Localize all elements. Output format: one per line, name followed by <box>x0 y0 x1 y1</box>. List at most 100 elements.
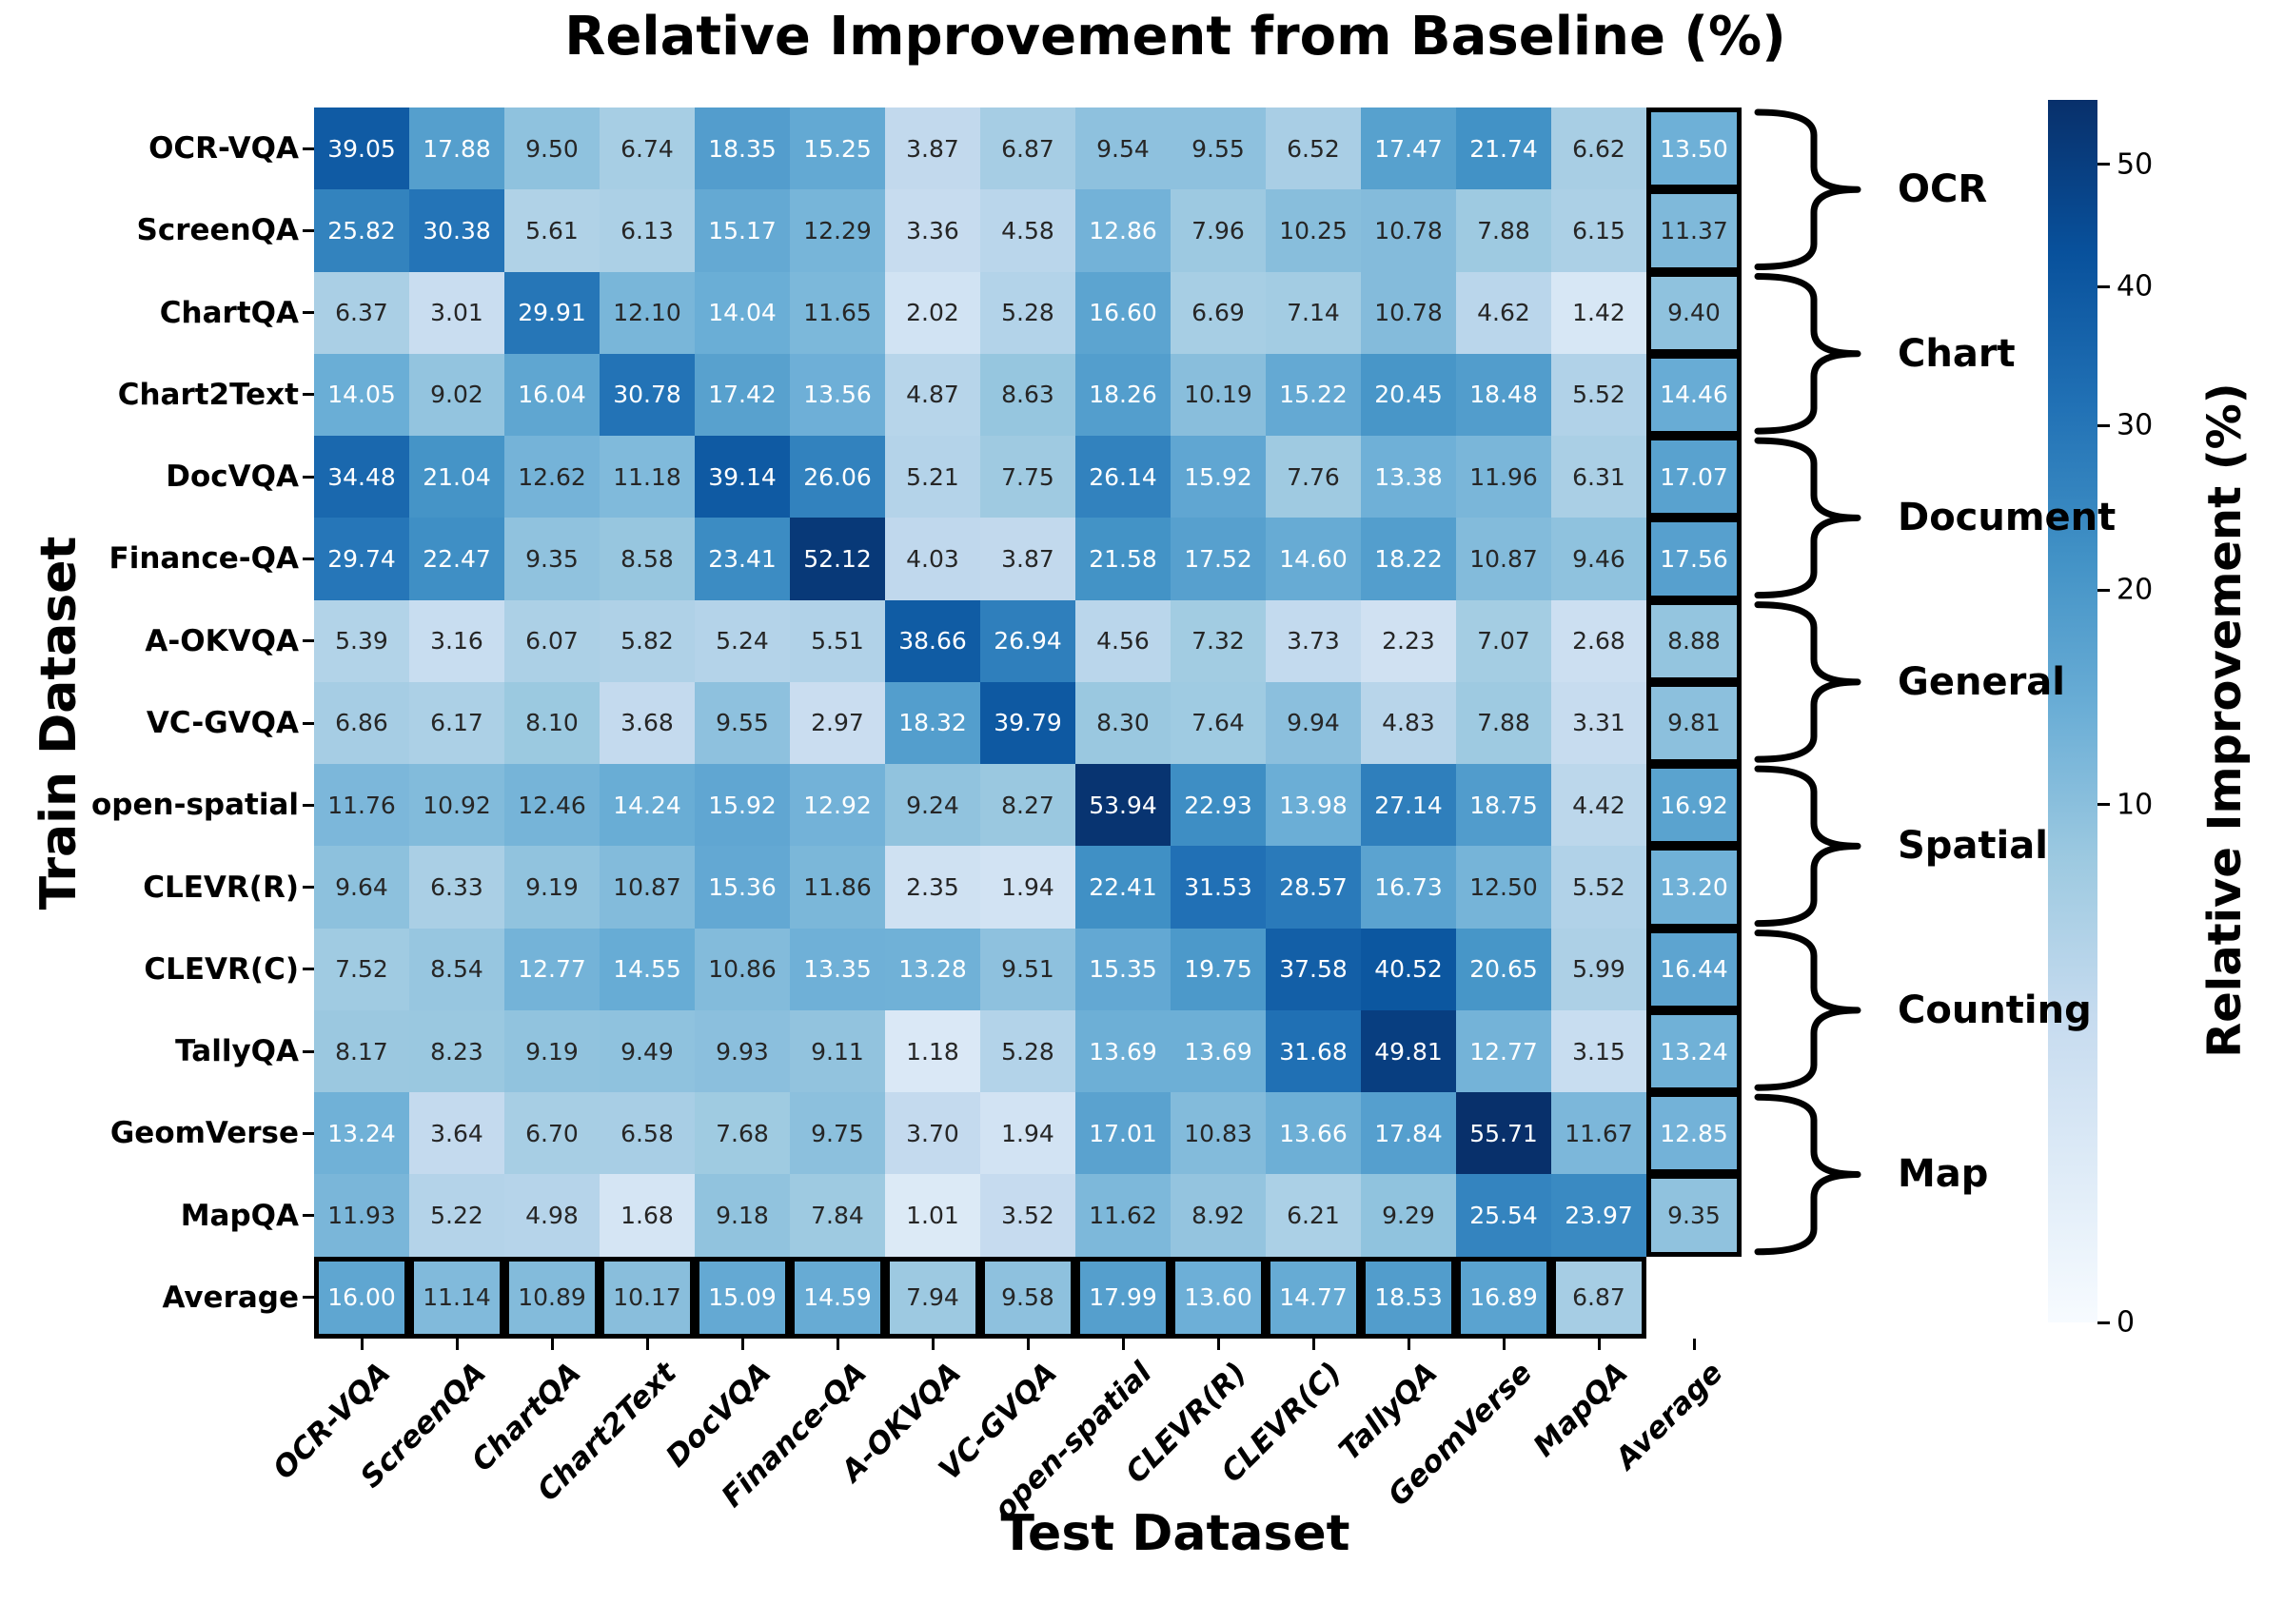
heatmap-cell-ChartQA-Average: 9.40 <box>1646 271 1742 354</box>
colorbar-tick <box>2097 423 2110 427</box>
heatmap-cell-GeomVerse-VC-GVQA: 1.94 <box>980 1092 1075 1175</box>
heatmap-cell-ChartQA-MapQA: 1.42 <box>1551 271 1646 354</box>
heatmap-cell-Chart2Text-TallyQA: 20.45 <box>1361 353 1456 437</box>
heatmap-cell-MapQA-ChartQA: 4.98 <box>504 1174 600 1257</box>
y-axis-tick <box>303 1131 314 1135</box>
y-tick-label-DocVQA: DocVQA <box>166 460 299 495</box>
colorbar-tick-label-30: 30 <box>2117 408 2154 442</box>
heatmap-cell-DocVQA-ChartQA: 12.62 <box>504 436 600 519</box>
heatmap-cell-DocVQA-TallyQA: 13.38 <box>1361 436 1456 519</box>
y-axis-tick <box>303 393 314 397</box>
heatmap-cell-A-OKVQA-CLEVR(R): 7.32 <box>1171 599 1266 682</box>
heatmap-cell-ChartQA-open-spatial: 16.60 <box>1075 271 1171 354</box>
heatmap-cell-CLEVR(C)-A-OKVQA: 13.28 <box>885 928 980 1010</box>
heatmap-cell-Finance-QA-Average: 17.56 <box>1646 518 1742 600</box>
heatmap-cell-Finance-QA-MapQA: 9.46 <box>1551 518 1646 600</box>
heatmap-cell-Finance-QA-Chart2Text: 8.58 <box>600 518 695 600</box>
heatmap-cell-TallyQA-Finance-QA: 9.11 <box>790 1009 885 1093</box>
heatmap-cell-ScreenQA-open-spatial: 12.86 <box>1075 189 1171 272</box>
heatmap-cell-ChartQA-CLEVR(R): 6.69 <box>1171 271 1266 354</box>
heatmap-cell-ChartQA-VC-GVQA: 5.28 <box>980 271 1075 354</box>
heatmap-cell-ChartQA-CLEVR(C): 7.14 <box>1266 271 1361 354</box>
heatmap-cell-GeomVerse-DocVQA: 7.68 <box>695 1092 790 1175</box>
heatmap-cell-OCR-VQA-ScreenQA: 17.88 <box>409 108 504 190</box>
heatmap-cell-TallyQA-TallyQA: 49.81 <box>1361 1009 1456 1093</box>
heatmap-cell-A-OKVQA-A-OKVQA: 38.66 <box>885 599 980 682</box>
colorbar-tick-label-50: 50 <box>2117 147 2154 182</box>
colorbar-tick <box>2097 163 2110 166</box>
x-axis-tick <box>1121 1339 1125 1350</box>
y-axis-tick <box>303 803 314 807</box>
heatmap-cell-VC-GVQA-ScreenQA: 6.17 <box>409 681 504 765</box>
heatmap-cell-OCR-VQA-Average: 13.50 <box>1646 108 1742 190</box>
heatmap-cell-CLEVR(R)-OCR-VQA: 9.64 <box>314 846 409 929</box>
heatmap-cell-Average-OCR-VQA: 16.00 <box>314 1256 409 1339</box>
heatmap-cell-Finance-QA-CLEVR(C): 14.60 <box>1266 518 1361 600</box>
x-axis-tick <box>645 1339 649 1350</box>
heatmap-cell-Finance-QA-ChartQA: 9.35 <box>504 518 600 600</box>
heatmap-cell-ScreenQA-Chart2Text: 6.13 <box>600 189 695 272</box>
heatmap-cell-CLEVR(R)-open-spatial: 22.41 <box>1075 846 1171 929</box>
heatmap-cell-OCR-VQA-CLEVR(R): 9.55 <box>1171 108 1266 190</box>
heatmap-cell-CLEVR(R)-Finance-QA: 11.86 <box>790 846 885 929</box>
heatmap-cell-Finance-QA-OCR-VQA: 29.74 <box>314 518 409 600</box>
heatmap-cell-MapQA-A-OKVQA: 1.01 <box>885 1174 980 1257</box>
heatmap-cell-Chart2Text-open-spatial: 18.26 <box>1075 353 1171 437</box>
heatmap-cell-DocVQA-Average: 17.07 <box>1646 436 1742 519</box>
heatmap-cell-ScreenQA-ChartQA: 5.61 <box>504 189 600 272</box>
heatmap-cell-ChartQA-Chart2Text: 12.10 <box>600 271 695 354</box>
heatmap-cell-DocVQA-CLEVR(R): 15.92 <box>1171 436 1266 519</box>
heatmap-cell-A-OKVQA-TallyQA: 2.23 <box>1361 599 1456 682</box>
y-axis-tick <box>303 228 314 232</box>
heatmap-cell-ScreenQA-DocVQA: 15.17 <box>695 189 790 272</box>
heatmap-cell-open-spatial-ScreenQA: 10.92 <box>409 764 504 847</box>
heatmap-cell-VC-GVQA-Average: 9.81 <box>1646 681 1742 765</box>
heatmap-cell-DocVQA-OCR-VQA: 34.48 <box>314 436 409 519</box>
heatmap-cell-ScreenQA-TallyQA: 10.78 <box>1361 189 1456 272</box>
y-axis-tick <box>303 721 314 725</box>
heatmap-cell-DocVQA-VC-GVQA: 7.75 <box>980 436 1075 519</box>
heatmap-cell-ScreenQA-OCR-VQA: 25.82 <box>314 189 409 272</box>
heatmap-cell-Chart2Text-ScreenQA: 9.02 <box>409 353 504 437</box>
heatmap-cell-DocVQA-Finance-QA: 26.06 <box>790 436 885 519</box>
y-tick-label-Finance-QA: Finance-QA <box>108 541 299 577</box>
heatmap-cell-CLEVR(R)-DocVQA: 15.36 <box>695 846 790 929</box>
heatmap-cell-open-spatial-GeomVerse: 18.75 <box>1456 764 1551 847</box>
heatmap-cell-A-OKVQA-ScreenQA: 3.16 <box>409 599 504 682</box>
heatmap-cell-Chart2Text-DocVQA: 17.42 <box>695 353 790 437</box>
heatmap-cell-DocVQA-open-spatial: 26.14 <box>1075 436 1171 519</box>
y-axis-tick <box>303 886 314 890</box>
heatmap-cell-GeomVerse-CLEVR(C): 13.66 <box>1266 1092 1361 1175</box>
heatmap-cell-Chart2Text-GeomVerse: 18.48 <box>1456 353 1551 437</box>
heatmap-cell-CLEVR(R)-CLEVR(R): 31.53 <box>1171 846 1266 929</box>
colorbar-tick <box>2097 588 2110 592</box>
heatmap-cell-OCR-VQA-GeomVerse: 21.74 <box>1456 108 1551 190</box>
heatmap-cell-TallyQA-VC-GVQA: 5.28 <box>980 1009 1075 1093</box>
y-tick-label-CLEVR(R): CLEVR(R) <box>143 870 299 905</box>
heatmap-cell-GeomVerse-open-spatial: 17.01 <box>1075 1092 1171 1175</box>
heatmap-cell-TallyQA-ScreenQA: 8.23 <box>409 1009 504 1093</box>
heatmap-cell-A-OKVQA-ChartQA: 6.07 <box>504 599 600 682</box>
heatmap-cell-CLEVR(R)-GeomVerse: 12.50 <box>1456 846 1551 929</box>
x-axis-tick <box>1216 1339 1220 1350</box>
y-tick-label-TallyQA: TallyQA <box>175 1034 299 1069</box>
heatmap-cell-GeomVerse-Average: 12.85 <box>1646 1092 1742 1175</box>
heatmap-cell-CLEVR(C)-Average: 16.44 <box>1646 928 1742 1010</box>
heatmap-cell-open-spatial-Chart2Text: 14.24 <box>600 764 695 847</box>
group-label-Map: Map <box>1898 1152 1989 1197</box>
heatmap-cell-DocVQA-A-OKVQA: 5.21 <box>885 436 980 519</box>
colorbar-tick-label-20: 20 <box>2117 573 2154 607</box>
y-axis-tick <box>303 1049 314 1053</box>
heatmap-cell-ChartQA-GeomVerse: 4.62 <box>1456 271 1551 354</box>
heatmap-cell-Chart2Text-Average: 14.46 <box>1646 353 1742 437</box>
heatmap-cell-VC-GVQA-ChartQA: 8.10 <box>504 681 600 765</box>
heatmap-cell-TallyQA-ChartQA: 9.19 <box>504 1009 600 1093</box>
y-tick-label-open-spatial: open-spatial <box>91 788 299 823</box>
heatmap-cell-Average-A-OKVQA: 7.94 <box>885 1256 980 1339</box>
x-axis-tick <box>455 1339 459 1350</box>
heatmap-cell-VC-GVQA-OCR-VQA: 6.86 <box>314 681 409 765</box>
x-axis-tick <box>1311 1339 1315 1350</box>
heatmap-cell-OCR-VQA-OCR-VQA: 39.05 <box>314 108 409 190</box>
heatmap-cell-open-spatial-ChartQA: 12.46 <box>504 764 600 847</box>
